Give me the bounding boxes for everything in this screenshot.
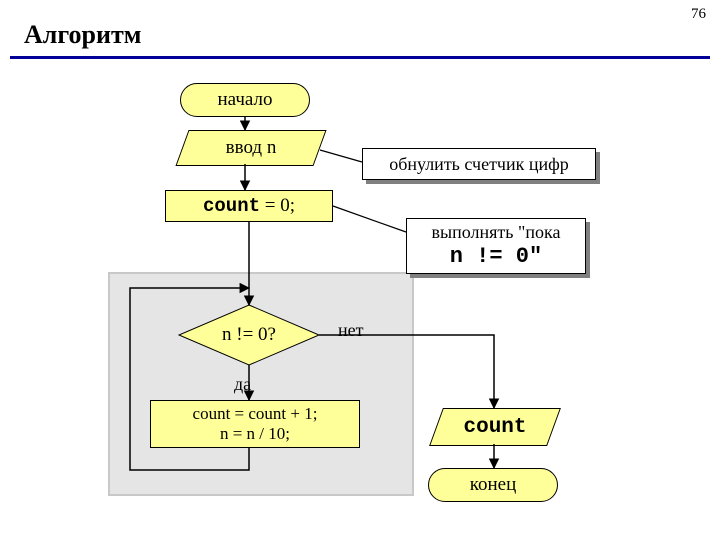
node-init: count = 0; [165,190,333,222]
edge-label-no-text: нет [338,320,364,340]
annotation-2-line2: n != 0" [450,244,542,270]
annotation-2: выполнять "пока n != 0" [406,218,586,274]
edge-label-yes: да [234,374,251,395]
node-output-label: count [463,416,526,439]
page-title: Алгоритм [24,20,141,50]
node-start: начало [180,83,310,117]
node-input-n-label: ввод n [226,137,277,159]
annotation-1: обнулить счетчик цифр [362,148,596,180]
node-start-label: начало [218,89,273,111]
page-number: 76 [691,6,706,23]
node-body: count = count + 1; n = n / 10; [150,400,360,448]
node-body-line2: n = n / 10; [220,424,290,444]
edge-label-no: нет [338,320,364,341]
annotation-2-line1: выполнять "пока [432,222,561,244]
node-end: конец [428,468,558,502]
annotation-1-text: обнулить счетчик цифр [389,154,569,175]
title-rule [10,56,710,59]
node-input-n: ввод n [175,130,326,166]
loop-region-box [108,272,414,496]
node-init-mono: count [203,195,260,217]
page-number-text: 76 [691,6,706,22]
edge-label-yes-text: да [234,374,251,394]
node-init-label: count = 0; [203,195,295,217]
page-title-text: Алгоритм [24,20,141,49]
node-end-label: конец [470,474,517,496]
node-body-line1: count = count + 1; [193,404,318,424]
node-output: count [429,408,561,446]
